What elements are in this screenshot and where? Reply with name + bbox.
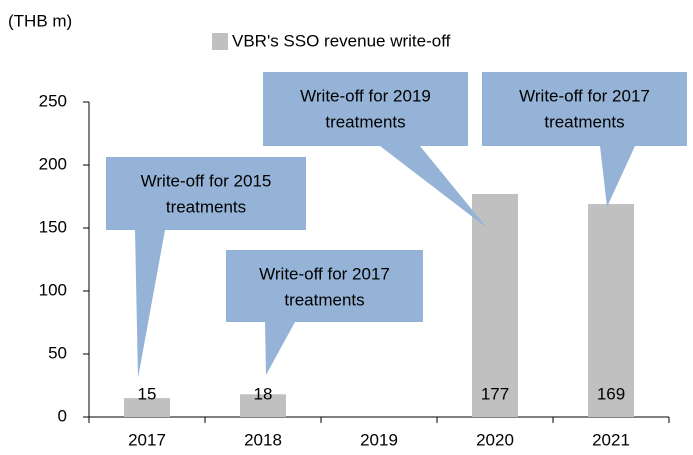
callout <box>263 72 487 228</box>
y-axis-label: (THB m) <box>8 11 72 30</box>
callout-text: Write-off for 2015 <box>141 171 272 190</box>
callout-text: treatments <box>284 290 364 309</box>
x-tick-label: 2021 <box>592 430 630 449</box>
value-label: 169 <box>597 384 625 403</box>
y-tick-label: 150 <box>39 217 67 236</box>
y-tick-label: 50 <box>48 343 67 362</box>
x-tick-label: 2018 <box>244 430 282 449</box>
callout <box>226 250 423 375</box>
callout-text: treatments <box>325 112 405 131</box>
callout-text: Write-off for 2017 <box>259 264 390 283</box>
callout-text: Write-off for 2019 <box>300 86 431 105</box>
callout <box>106 157 306 378</box>
x-tick-label: 2019 <box>360 430 398 449</box>
bar <box>588 204 634 417</box>
legend-swatch <box>212 33 228 50</box>
bar <box>240 394 286 417</box>
y-tick-label: 0 <box>58 406 67 425</box>
bar <box>472 193 518 417</box>
y-tick-label: 250 <box>39 91 67 110</box>
value-label: 18 <box>254 384 273 403</box>
bar <box>124 398 170 417</box>
x-tick-label: 2020 <box>476 430 514 449</box>
callout-text: Write-off for 2017 <box>519 86 650 105</box>
value-label: 177 <box>481 384 509 403</box>
callout-text: treatments <box>544 112 624 131</box>
value-label: 15 <box>138 384 157 403</box>
callout <box>482 72 687 207</box>
y-tick-label: 200 <box>39 154 67 173</box>
legend-label: VBR's SSO revenue write-off <box>232 31 451 50</box>
x-tick-label: 2017 <box>128 430 166 449</box>
y-tick-label: 100 <box>39 280 67 299</box>
callout-text: treatments <box>166 197 246 216</box>
